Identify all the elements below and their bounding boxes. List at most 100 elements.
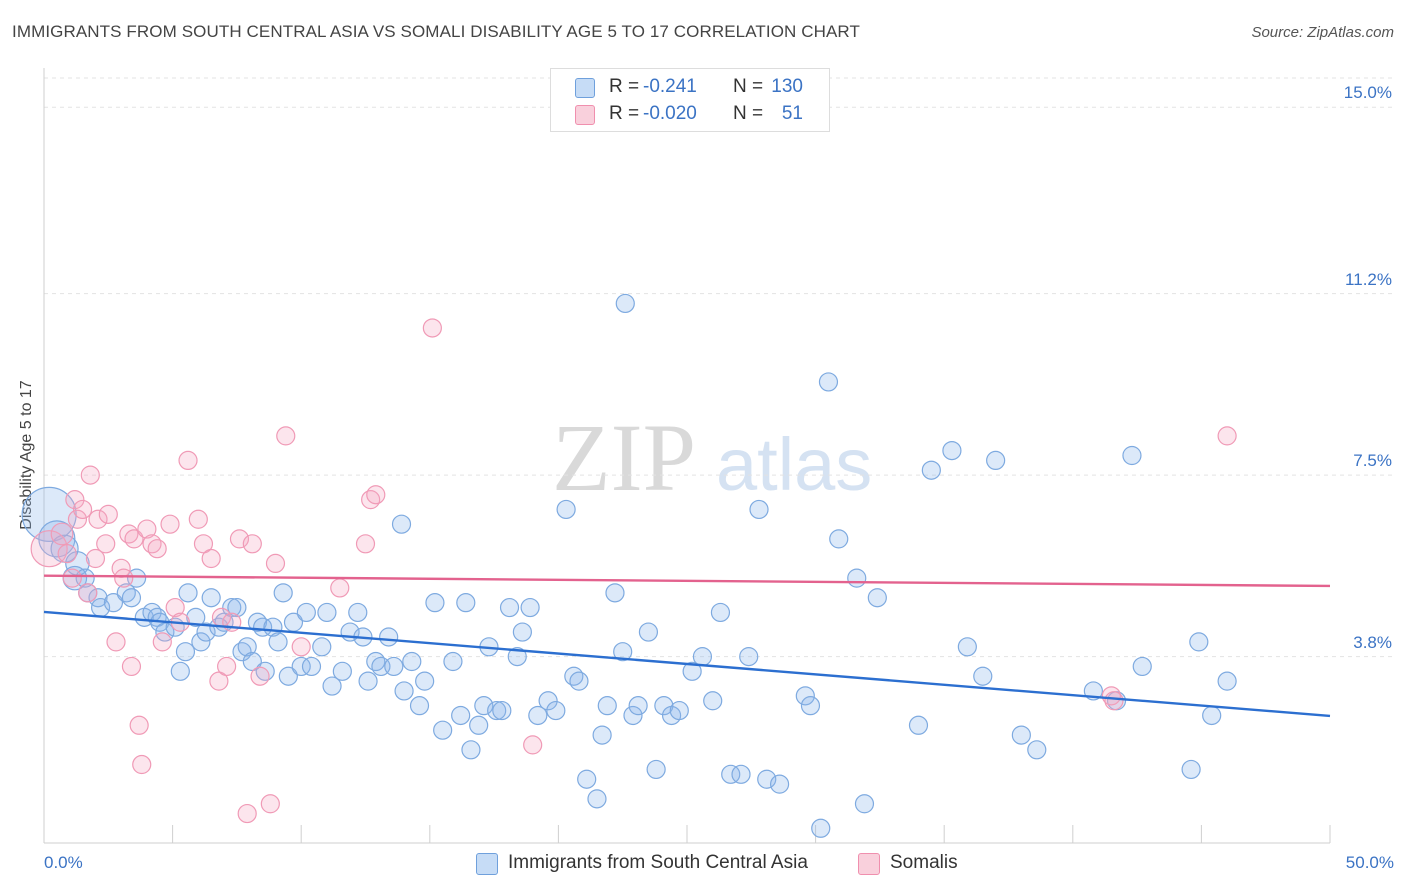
data-point (512, 622, 532, 642)
stats-n-label: N = (733, 76, 764, 97)
data-point (276, 426, 296, 446)
legend-label: Immigrants from South Central Asia (508, 852, 808, 873)
watermark-zip: ZIP (552, 404, 696, 511)
data-point (242, 534, 262, 554)
data-point (38, 520, 76, 558)
data-point (499, 597, 520, 618)
data-point (818, 372, 839, 392)
data-point (391, 514, 412, 534)
data-point (710, 602, 731, 623)
x-tick-label-min: 0.0% (44, 853, 83, 872)
grid-lines (44, 77, 1392, 658)
data-point (322, 676, 342, 696)
trend-line (43, 610, 1331, 718)
data-point (597, 696, 617, 716)
data-point (222, 597, 242, 618)
legend-label: Somalis (890, 852, 958, 873)
stats-swatch-blue (575, 78, 595, 98)
data-point (1101, 686, 1121, 706)
data-point (273, 583, 293, 603)
data-point (355, 534, 376, 554)
data-point (646, 759, 666, 780)
data-point (217, 656, 237, 677)
data-point (106, 632, 126, 652)
data-point (291, 637, 311, 657)
data-point (114, 568, 134, 588)
data-point (209, 671, 229, 691)
y-tick-label: 15.0% (1343, 83, 1392, 103)
trend-line (43, 574, 1331, 588)
data-point (147, 539, 167, 559)
data-point (569, 671, 589, 691)
data-point (908, 715, 929, 735)
y-tick-label: 3.8% (1353, 632, 1392, 652)
data-point (201, 548, 221, 569)
stats-r-label: R = (609, 76, 640, 97)
x-tick-label-max: 50.0% (1345, 853, 1394, 872)
data-point (538, 691, 558, 711)
stats-r-value: -0.020 (643, 103, 697, 124)
data-point (96, 534, 116, 554)
data-point (291, 656, 311, 677)
data-point (829, 529, 849, 549)
data-point (422, 318, 442, 338)
data-point (795, 686, 815, 706)
data-point (129, 715, 149, 735)
stats-swatch-pink (575, 105, 595, 125)
data-point (669, 700, 689, 721)
data-point (703, 691, 723, 711)
stats-n-value: 51 (781, 103, 803, 124)
data-point (175, 642, 196, 662)
data-point (1189, 632, 1209, 652)
data-point (492, 700, 512, 721)
data-point (528, 705, 548, 726)
data-point (260, 794, 280, 814)
data-point (124, 529, 144, 549)
data-point (443, 651, 463, 672)
data-point (132, 754, 152, 775)
y-tick-label: 11.2% (1345, 269, 1392, 289)
data-point (227, 597, 247, 618)
data-point (577, 769, 597, 789)
data-point (193, 534, 214, 554)
data-point (811, 818, 831, 838)
data-point (330, 578, 350, 598)
data-point (65, 490, 85, 510)
data-point (1132, 656, 1152, 677)
data-point (638, 622, 659, 642)
data-point (769, 774, 790, 794)
axes (43, 68, 1331, 844)
data-point (379, 627, 399, 647)
data-point (409, 696, 430, 716)
data-point (1181, 759, 1201, 780)
data-point (520, 597, 540, 618)
data-point (88, 509, 108, 529)
data-point (121, 656, 142, 677)
data-point (317, 602, 337, 623)
data-point (623, 705, 643, 726)
data-point (366, 485, 386, 505)
data-point (615, 293, 635, 314)
data-point (605, 583, 625, 603)
data-point (85, 548, 106, 569)
series-immigrants-south-central-asia (21, 293, 1237, 838)
data-point (178, 450, 198, 471)
data-point (384, 656, 404, 677)
data-point (957, 637, 977, 657)
data-point (186, 607, 206, 627)
data-point (78, 583, 98, 603)
data-point (654, 696, 674, 716)
data-point (692, 647, 713, 667)
data-point (402, 651, 422, 672)
stats-row-blue: R = -0.241 N = 130 (551, 73, 829, 101)
data-point (592, 725, 612, 745)
data-point (237, 803, 257, 824)
legend: Immigrants from South Central Asia Somal… (0, 852, 1406, 878)
data-point (160, 514, 180, 534)
data-point (237, 637, 257, 657)
data-point (30, 530, 68, 568)
data-point (98, 504, 118, 524)
data-point (1217, 671, 1237, 691)
data-point (165, 597, 185, 618)
data-point (253, 617, 273, 637)
